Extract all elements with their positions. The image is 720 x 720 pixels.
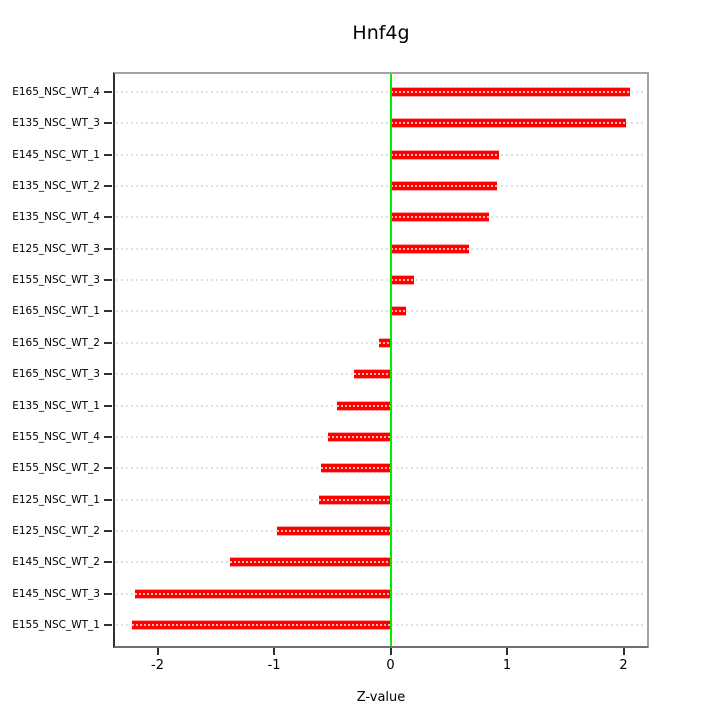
x-tick-mark — [506, 648, 508, 655]
x-tick-label: -1 — [267, 658, 281, 673]
bar-E165_NSC_WT_4 — [391, 87, 630, 97]
row-gridline — [116, 310, 646, 313]
y-tick-label: E145_NSC_WT_1 — [12, 148, 100, 161]
bar-E125_NSC_WT_1 — [318, 494, 392, 505]
y-tick-mark — [104, 529, 112, 532]
bar-E165_NSC_WT_3 — [353, 369, 392, 380]
bar-E135_NSC_WT_1 — [337, 400, 391, 411]
x-tick-label: 1 — [502, 658, 512, 673]
y-tick-label: E155_NSC_WT_4 — [12, 430, 100, 443]
y-tick-mark — [104, 216, 112, 219]
y-tick-label: E125_NSC_WT_1 — [12, 493, 100, 506]
x-tick-label: 0 — [386, 658, 395, 673]
row-gridline — [116, 91, 646, 93]
y-tick-label: E155_NSC_WT_1 — [12, 618, 100, 631]
bar-E135_NSC_WT_3 — [391, 118, 627, 129]
row-gridline — [116, 247, 646, 250]
y-tick-label: E155_NSC_WT_2 — [12, 462, 100, 475]
y-tick-label: E145_NSC_WT_2 — [12, 556, 100, 569]
plot-area — [113, 72, 649, 648]
x-tick-mark — [622, 648, 625, 655]
y-tick-mark — [104, 247, 112, 250]
y-tick-mark — [104, 122, 112, 125]
x-tick-mark — [389, 648, 392, 655]
bar-E155_NSC_WT_2 — [321, 463, 391, 474]
bar-E145_NSC_WT_2 — [230, 557, 391, 568]
y-tick-mark — [104, 498, 112, 501]
bar-E125_NSC_WT_3 — [391, 243, 470, 254]
bar-E155_NSC_WT_4 — [328, 431, 391, 442]
bar-E135_NSC_WT_4 — [391, 212, 489, 223]
y-tick-mark — [104, 279, 112, 282]
row-gridline — [116, 122, 646, 125]
y-tick-mark — [104, 435, 112, 438]
y-tick-mark — [104, 404, 112, 407]
bar-E155_NSC_WT_1 — [132, 619, 391, 630]
y-tick-label: E135_NSC_WT_2 — [12, 180, 100, 193]
y-tick-label: E165_NSC_WT_1 — [12, 305, 100, 318]
bar-E155_NSC_WT_3 — [391, 275, 415, 286]
bar-E125_NSC_WT_2 — [276, 525, 392, 536]
y-tick-mark — [104, 341, 112, 344]
y-tick-mark — [104, 592, 112, 595]
y-tick-mark — [104, 310, 112, 313]
y-tick-label: E145_NSC_WT_3 — [12, 587, 100, 600]
x-tick-mark — [156, 648, 159, 655]
bar-E145_NSC_WT_1 — [391, 149, 500, 160]
bar-E145_NSC_WT_3 — [134, 588, 392, 599]
row-gridline — [116, 153, 646, 156]
plot-inner — [115, 74, 647, 646]
x-axis-title: Z-value — [356, 690, 406, 705]
y-tick-mark — [104, 153, 112, 156]
y-tick-label: E135_NSC_WT_3 — [12, 117, 100, 130]
row-gridline — [116, 185, 646, 188]
y-tick-mark — [104, 373, 112, 376]
bar-E165_NSC_WT_1 — [391, 306, 407, 317]
x-tick-label: -2 — [151, 658, 164, 673]
y-tick-mark — [104, 623, 112, 626]
y-tick-label: E165_NSC_WT_3 — [12, 368, 100, 381]
y-tick-mark — [104, 91, 112, 93]
y-tick-label: E165_NSC_WT_4 — [12, 86, 100, 98]
row-gridline — [116, 216, 646, 219]
bar-E135_NSC_WT_2 — [391, 181, 497, 192]
x-tick-mark — [273, 648, 275, 655]
y-tick-label: E125_NSC_WT_3 — [12, 242, 100, 255]
y-tick-label: E165_NSC_WT_2 — [12, 336, 100, 349]
y-tick-mark — [104, 185, 112, 188]
zero-reference-line — [390, 74, 392, 646]
chart-title: Hnf4g — [352, 22, 410, 44]
y-tick-mark — [104, 561, 112, 564]
y-tick-label: E135_NSC_WT_4 — [12, 211, 100, 224]
bar-E165_NSC_WT_2 — [379, 337, 391, 348]
y-tick-label: E125_NSC_WT_2 — [12, 524, 100, 537]
y-tick-label: E155_NSC_WT_3 — [12, 274, 100, 287]
row-gridline — [116, 279, 646, 282]
y-tick-label: E135_NSC_WT_1 — [12, 399, 100, 412]
y-tick-mark — [104, 467, 112, 470]
x-tick-label: 2 — [619, 658, 628, 673]
